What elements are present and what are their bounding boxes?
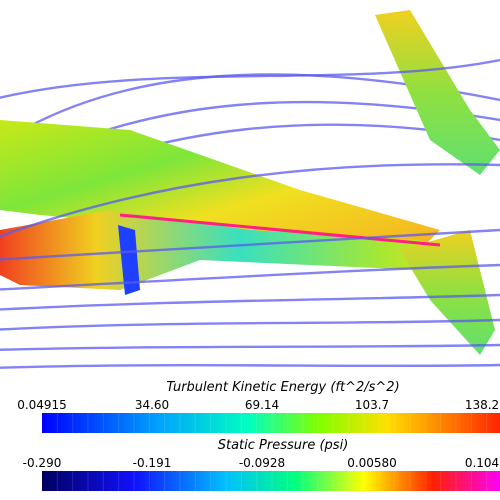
colorbar-tick-label: 103.7 xyxy=(355,398,389,412)
flow-scene xyxy=(0,10,500,369)
streamline xyxy=(0,163,500,238)
colorbar-title: Static Pressure (psi) xyxy=(218,438,349,453)
colorbar-tick-label: 0.104 xyxy=(465,456,499,470)
streamline xyxy=(0,293,500,311)
vertical-tail xyxy=(375,10,500,175)
colorbar-tick-label: -0.191 xyxy=(133,456,172,470)
streamline xyxy=(0,228,500,261)
colorbar-tick-label: -0.0928 xyxy=(239,456,285,470)
colorbar xyxy=(42,471,500,491)
streamline xyxy=(0,363,500,369)
horizontal-tail xyxy=(400,230,495,355)
colorbar-tick-label: 138.2 xyxy=(465,398,499,412)
streamline xyxy=(0,318,500,331)
colorbar-tick-label: 0.04915 xyxy=(17,398,67,412)
colorbar-tick-label: 0.00580 xyxy=(347,456,397,470)
colorbar-tick-label: -0.290 xyxy=(23,456,62,470)
streamline xyxy=(0,58,500,99)
pylon xyxy=(118,225,140,295)
colorbar-tick-label: 34.60 xyxy=(135,398,169,412)
colorbar-title: Turbulent Kinetic Energy (ft^2/s^2) xyxy=(166,380,399,395)
colorbar-tick-label: 69.14 xyxy=(245,398,279,412)
streamline xyxy=(0,263,500,291)
colorbar xyxy=(42,413,500,433)
leading-edge xyxy=(119,213,441,247)
streamline xyxy=(0,343,500,351)
